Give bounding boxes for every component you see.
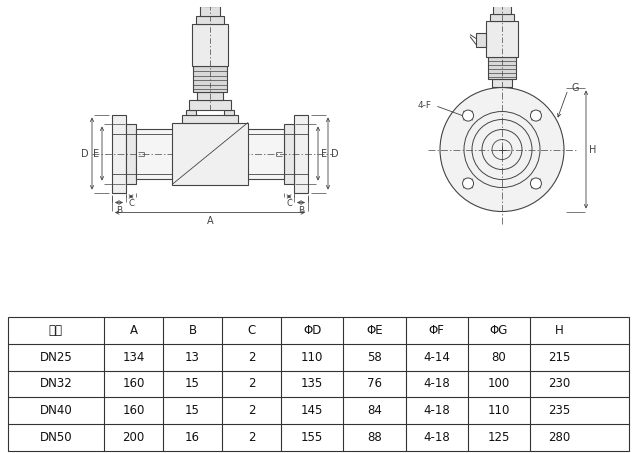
Bar xyxy=(189,100,231,110)
Text: 155: 155 xyxy=(301,431,324,444)
Text: 13: 13 xyxy=(185,351,200,364)
Text: 110: 110 xyxy=(301,351,324,364)
Bar xyxy=(192,24,228,66)
Text: 4-18: 4-18 xyxy=(423,377,450,390)
Bar xyxy=(488,57,516,78)
Text: D: D xyxy=(82,149,89,159)
Text: ΦG: ΦG xyxy=(490,324,508,337)
Circle shape xyxy=(531,110,541,121)
Text: E: E xyxy=(93,149,99,159)
Bar xyxy=(490,14,514,20)
Text: 2: 2 xyxy=(248,404,255,417)
Text: 145: 145 xyxy=(301,404,324,417)
Text: 84: 84 xyxy=(367,404,382,417)
Text: 58: 58 xyxy=(367,351,382,364)
Bar xyxy=(182,115,238,122)
Bar xyxy=(492,78,512,87)
Text: DN50: DN50 xyxy=(39,431,72,444)
Circle shape xyxy=(440,87,564,212)
Text: 135: 135 xyxy=(301,377,324,390)
Text: ΦF: ΦF xyxy=(429,324,445,337)
Text: 80: 80 xyxy=(491,351,506,364)
Text: 型号: 型号 xyxy=(49,324,63,337)
Text: G: G xyxy=(571,82,578,92)
Text: 235: 235 xyxy=(548,404,571,417)
Bar xyxy=(284,124,294,183)
Bar xyxy=(476,33,486,47)
Bar xyxy=(172,122,248,184)
Bar xyxy=(486,20,518,57)
Text: 2: 2 xyxy=(248,431,255,444)
Text: 76: 76 xyxy=(367,377,382,390)
Text: 125: 125 xyxy=(487,431,510,444)
Bar xyxy=(494,0,510,5)
Text: 200: 200 xyxy=(122,431,145,444)
Text: 100: 100 xyxy=(488,377,510,390)
Text: 16: 16 xyxy=(185,431,200,444)
Text: ΦE: ΦE xyxy=(366,324,383,337)
Bar xyxy=(204,0,216,5)
Circle shape xyxy=(531,178,541,189)
Text: DN40: DN40 xyxy=(39,404,72,417)
Text: DN25: DN25 xyxy=(39,351,72,364)
Text: 4-18: 4-18 xyxy=(423,431,450,444)
Bar xyxy=(136,129,284,178)
Text: 15: 15 xyxy=(185,404,200,417)
Bar xyxy=(186,110,196,115)
Text: E: E xyxy=(321,149,327,159)
Text: A: A xyxy=(206,216,213,226)
Text: 110: 110 xyxy=(487,404,510,417)
Bar xyxy=(126,124,136,183)
Text: 4-14: 4-14 xyxy=(423,351,450,364)
Text: 88: 88 xyxy=(367,431,382,444)
Text: 2: 2 xyxy=(248,377,255,390)
Text: 4-18: 4-18 xyxy=(423,404,450,417)
Text: H: H xyxy=(555,324,564,337)
Bar xyxy=(197,92,223,100)
Text: 134: 134 xyxy=(122,351,145,364)
Bar xyxy=(196,15,224,24)
Bar xyxy=(294,115,308,193)
Bar xyxy=(493,5,511,14)
Text: 4-F: 4-F xyxy=(418,101,432,110)
Circle shape xyxy=(462,178,473,189)
Text: H: H xyxy=(589,145,596,154)
Text: 160: 160 xyxy=(122,377,145,390)
Circle shape xyxy=(462,110,473,121)
Bar xyxy=(193,66,227,92)
Text: 160: 160 xyxy=(122,404,145,417)
Text: B: B xyxy=(298,206,304,215)
Text: C: C xyxy=(286,198,292,207)
Text: 280: 280 xyxy=(548,431,571,444)
Text: D: D xyxy=(331,149,339,159)
Text: DN32: DN32 xyxy=(39,377,72,390)
Text: 230: 230 xyxy=(548,377,571,390)
Text: A: A xyxy=(129,324,138,337)
Text: C: C xyxy=(128,198,134,207)
Bar xyxy=(200,5,220,15)
Text: C: C xyxy=(248,324,256,337)
Bar xyxy=(112,115,126,193)
Bar xyxy=(224,110,234,115)
Text: 215: 215 xyxy=(548,351,571,364)
Text: B: B xyxy=(116,206,122,215)
Text: B: B xyxy=(189,324,197,337)
Text: 15: 15 xyxy=(185,377,200,390)
Text: ΦD: ΦD xyxy=(303,324,322,337)
Text: 2: 2 xyxy=(248,351,255,364)
